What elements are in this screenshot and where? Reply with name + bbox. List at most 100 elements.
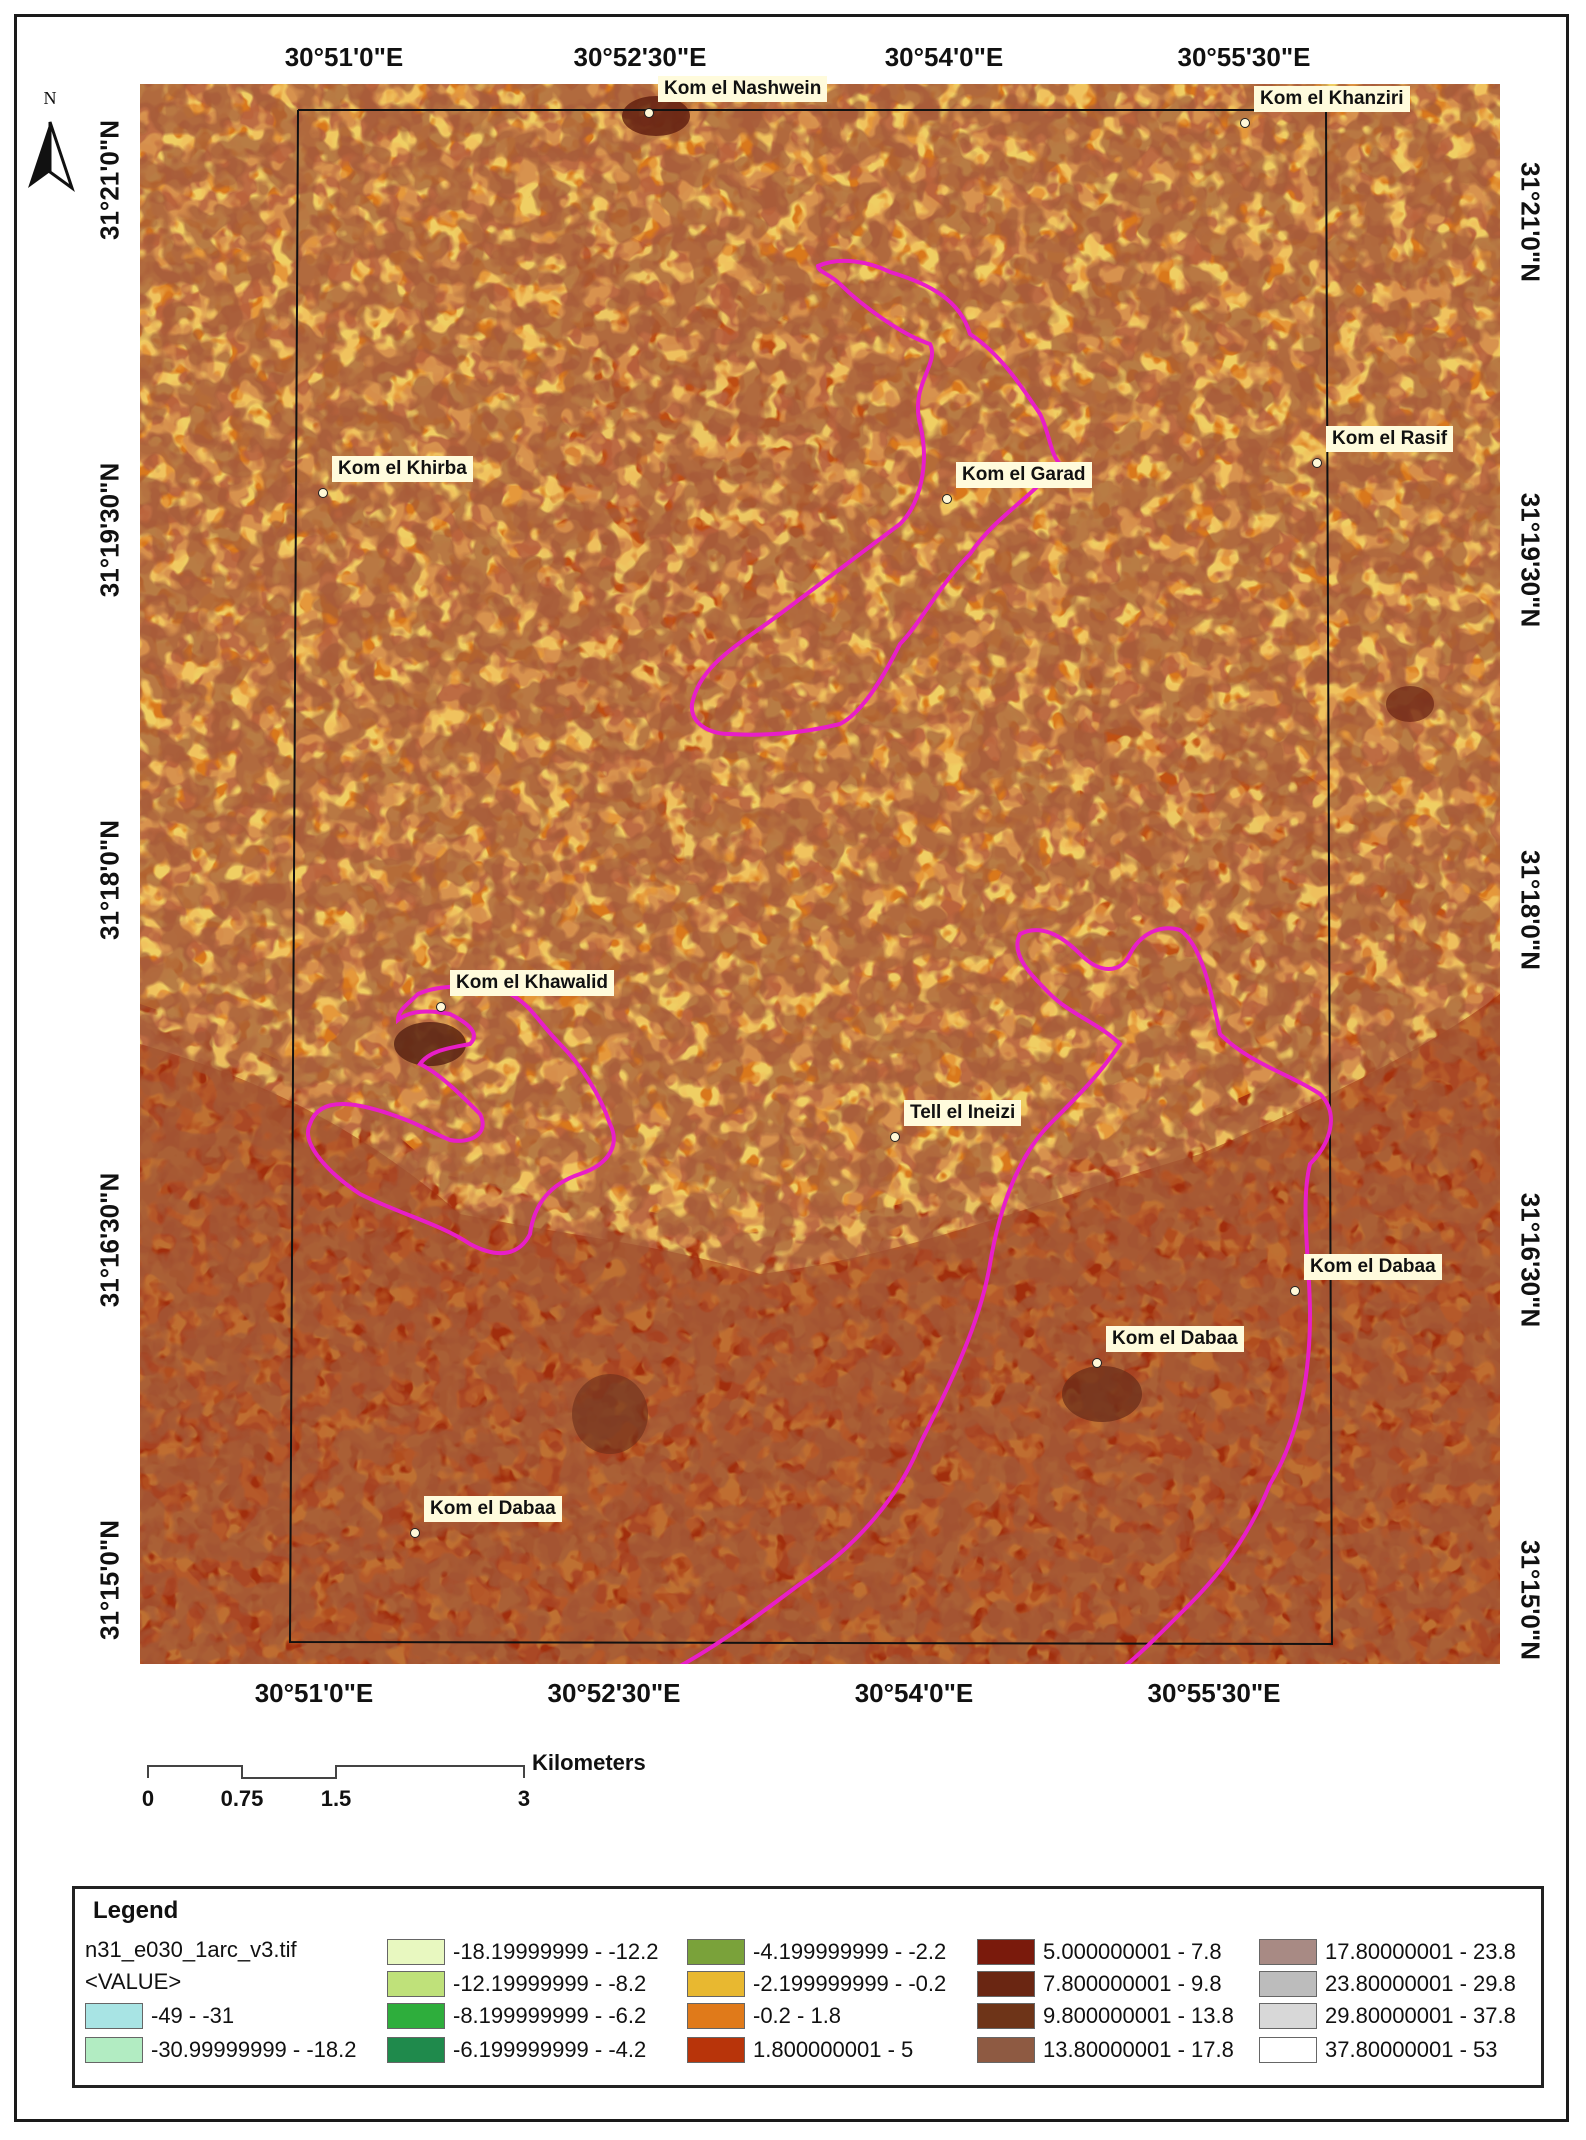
legend-swatch	[387, 1939, 445, 1965]
legend-swatch	[1259, 1939, 1317, 1965]
legend-item-label: -18.19999999 - -12.2	[453, 1939, 659, 1964]
left-coord-2: 31°19'30"N	[94, 462, 125, 598]
place-marker	[890, 1132, 900, 1142]
legend-item: -18.19999999 - -12.2	[387, 1937, 659, 1967]
top-coord-1: 30°51'0"E	[284, 42, 404, 72]
place-marker	[410, 1528, 420, 1538]
map-area[interactable]: Kom el Nashwein Kom el Khanziri Kom el R…	[140, 76, 1500, 1664]
legend-item: 17.80000001 - 23.8	[1259, 1937, 1516, 1967]
legend-swatch	[977, 1971, 1035, 1997]
bottom-coord-3: 30°54'0"E	[854, 1678, 974, 1708]
scale-label-0-75: 0.75	[220, 1786, 264, 1811]
legend-item-label: 5.000000001 - 7.8	[1043, 1939, 1222, 1964]
place-marker	[1240, 118, 1250, 128]
legend-swatch	[977, 1939, 1035, 1965]
legend-item-label: 29.80000001 - 37.8	[1325, 2003, 1516, 2028]
legend-item-label: 7.800000001 - 9.8	[1043, 1971, 1222, 1996]
bottom-coord-1: 30°51'0"E	[254, 1678, 374, 1708]
legend-panel: Legend n31_e030_1arc_v3.tif <VALUE> -49 …	[72, 1886, 1544, 2088]
legend-swatch	[387, 2003, 445, 2029]
place-label: Kom el Nashwein	[658, 76, 828, 102]
right-coord-5: 31°15'0"N	[1515, 1540, 1546, 1660]
top-coord-2: 30°52'30"E	[573, 42, 707, 72]
legend-item: -30.99999999 - -18.2	[85, 2035, 357, 2065]
legend-item: -2.199999999 - -0.2	[687, 1969, 946, 1999]
place-label: Kom el Khanziri	[1254, 86, 1410, 112]
bottom-coord-2: 30°52'30"E	[547, 1678, 681, 1708]
legend-item: 13.80000001 - 17.8	[977, 2035, 1234, 2065]
legend-item: 29.80000001 - 37.8	[1259, 2001, 1516, 2031]
place-label: Kom el Rasif	[1326, 426, 1454, 452]
place-marker	[1312, 458, 1322, 468]
north-arrow-icon	[28, 121, 75, 192]
place-marker	[1092, 1358, 1102, 1368]
place-marker	[644, 108, 654, 118]
top-coord-4: 30°55'30"E	[1177, 42, 1311, 72]
place-marker	[1290, 1286, 1300, 1296]
left-coord-1: 31°21'0"N	[94, 120, 125, 240]
legend-item-label: 9.800000001 - 13.8	[1043, 2003, 1234, 2028]
place-label: Kom el Dabaa	[1304, 1254, 1442, 1280]
legend-item-label: -12.19999999 - -8.2	[453, 1971, 647, 1996]
legend-item-label: -2.199999999 - -0.2	[753, 1971, 947, 1996]
legend-item-label: 17.80000001 - 23.8	[1325, 1939, 1516, 1964]
legend-item: -4.199999999 - -2.2	[687, 1937, 946, 1967]
elevation-raster	[140, 84, 1500, 1664]
legend-item: -6.199999999 - -4.2	[387, 2035, 646, 2065]
legend-item-label: -8.199999999 - -6.2	[453, 2003, 647, 2028]
legend-item: 1.800000001 - 5	[687, 2035, 913, 2065]
legend-item: -8.199999999 - -6.2	[387, 2001, 646, 2031]
legend-item-label: 1.800000001 - 5	[753, 2037, 914, 2062]
left-coord-3: 31°18'0"N	[94, 820, 125, 940]
place-marker	[318, 488, 328, 498]
scale-label-3: 3	[517, 1786, 531, 1811]
place-marker	[942, 494, 952, 504]
top-coord-3: 30°54'0"E	[884, 42, 1004, 72]
legend-swatch	[687, 2003, 745, 2029]
bottom-coord-4: 30°55'30"E	[1147, 1678, 1281, 1708]
right-coord-2: 31°19'30"N	[1515, 492, 1546, 628]
legend-item-label: 13.80000001 - 17.8	[1043, 2037, 1234, 2062]
north-label: N	[43, 88, 57, 108]
place-label: Kom el Garad	[956, 462, 1092, 488]
legend-swatch	[387, 1971, 445, 1997]
legend-swatch	[687, 1939, 745, 1965]
place-label: Kom el Khawalid	[450, 970, 615, 996]
place-label: Kom el Dabaa	[1106, 1326, 1244, 1352]
north-arrow: N	[20, 88, 80, 198]
scale-bar: Kilometers 0 0.75 1.5 3	[140, 1750, 660, 1830]
legend-swatch	[977, 2003, 1035, 2029]
legend-item: -12.19999999 - -8.2	[387, 1969, 646, 1999]
scale-bar-units: Kilometers	[532, 1750, 646, 1775]
scale-label-0: 0	[141, 1786, 155, 1811]
legend-swatch	[1259, 1971, 1317, 1997]
right-coord-1: 31°21'0"N	[1515, 162, 1546, 282]
place-label: Kom el Dabaa	[424, 1496, 562, 1522]
legend-item-label: -6.199999999 - -4.2	[453, 2037, 647, 2062]
legend-swatch	[1259, 2037, 1317, 2063]
map-frame	[14, 14, 1569, 2122]
legend-item: -0.2 - 1.8	[687, 2001, 841, 2031]
legend-swatch	[85, 2003, 143, 2029]
left-coord-4: 31°16'30"N	[94, 1172, 125, 1308]
scale-label-1-5: 1.5	[320, 1786, 352, 1811]
legend-item-label: -4.199999999 - -2.2	[753, 1939, 947, 1964]
scale-bar-graphic	[147, 1765, 525, 1779]
place-marker	[436, 1002, 446, 1012]
legend-item: 9.800000001 - 13.8	[977, 2001, 1234, 2031]
legend-title: Legend	[93, 1897, 179, 1924]
legend-item: 5.000000001 - 7.8	[977, 1937, 1222, 1967]
legend-item: 7.800000001 - 9.8	[977, 1969, 1222, 1999]
legend-item: -49 - -31	[85, 2001, 234, 2031]
legend-item: 23.80000001 - 29.8	[1259, 1969, 1516, 1999]
legend-item-label: 37.80000001 - 53	[1325, 2037, 1498, 2062]
legend-swatch	[687, 1971, 745, 1997]
right-coord-3: 31°18'0"N	[1515, 850, 1546, 970]
place-label: Tell el Ineizi	[904, 1100, 1022, 1126]
legend-swatch	[977, 2037, 1035, 2063]
right-coord-4: 31°16'30"N	[1515, 1192, 1546, 1328]
legend-swatch	[387, 2037, 445, 2063]
legend-item-label: 23.80000001 - 29.8	[1325, 1971, 1516, 1996]
left-coord-5: 31°15'0"N	[94, 1520, 125, 1640]
place-label: Kom el Khirba	[332, 456, 473, 482]
